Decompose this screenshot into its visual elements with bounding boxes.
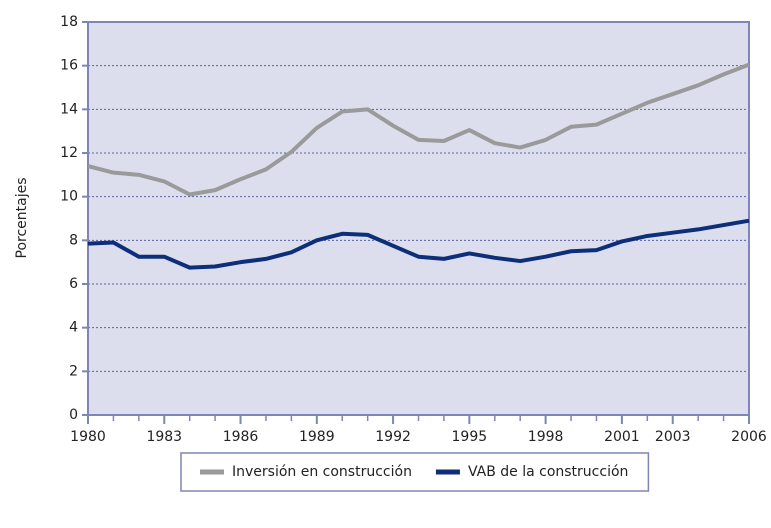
legend-label: VAB de la construcción — [468, 464, 628, 480]
x-tick-label: 1992 — [375, 429, 411, 445]
x-tick-label: 1986 — [223, 429, 259, 445]
y-tick-label: 18 — [60, 14, 78, 30]
y-tick-label: 12 — [60, 145, 78, 161]
x-tick-label: 1980 — [70, 429, 106, 445]
plot-area — [88, 22, 749, 415]
legend: Inversión en construcción VAB de la const… — [180, 452, 650, 492]
legend-box — [180, 452, 650, 492]
x-tick-label: 1989 — [299, 429, 335, 445]
series-line — [87, 218, 750, 270]
y-tick-label: 0 — [69, 407, 78, 423]
y-tick-label: 6 — [69, 276, 78, 292]
x-tick-label: 2003 — [655, 429, 691, 445]
x-tick-label: 1998 — [528, 429, 564, 445]
y-tick-label: 8 — [69, 232, 78, 248]
x-tick-label: 2006 — [731, 429, 767, 445]
y-tick-label: 14 — [60, 101, 78, 117]
x-tick-label: 2001 — [604, 429, 640, 445]
y-tick-label: 2 — [69, 363, 78, 379]
y-axis-label: Porcentajes — [14, 177, 30, 258]
series-line — [87, 62, 750, 197]
y-tick-label: 10 — [60, 189, 78, 205]
x-tick-label: 1995 — [452, 429, 488, 445]
x-tick-label: 1983 — [146, 429, 182, 445]
y-tick-label: 4 — [69, 320, 78, 336]
y-tick-label: 16 — [60, 58, 78, 74]
legend-label: Inversión en construcción — [232, 464, 412, 480]
